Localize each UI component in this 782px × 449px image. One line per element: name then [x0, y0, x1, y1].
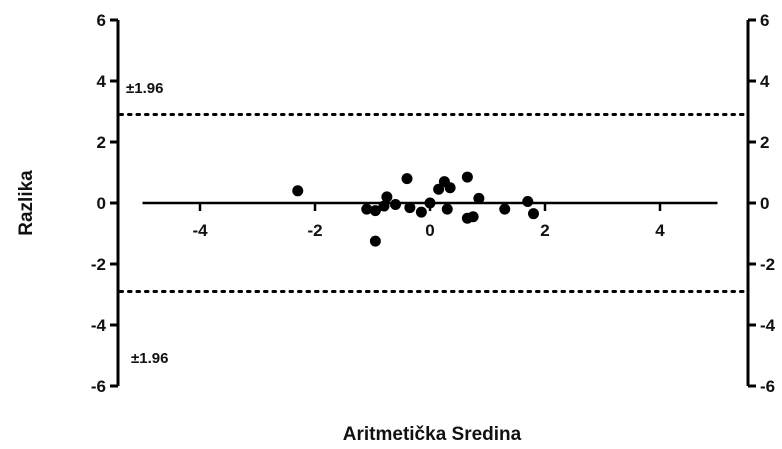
- x-tick-label: 4: [655, 221, 665, 240]
- data-point: [361, 203, 373, 215]
- x-tick-label: 2: [540, 221, 549, 240]
- data-point: [499, 203, 511, 215]
- y-axis-title: Razlika: [16, 170, 37, 236]
- data-point: [441, 203, 453, 215]
- left-y-tick-label: 6: [97, 11, 106, 30]
- data-point: [444, 182, 456, 194]
- data-point: [390, 199, 401, 211]
- data-point: [433, 183, 445, 195]
- right-y-tick-label: 6: [760, 11, 769, 30]
- data-point: [522, 195, 534, 207]
- right-y-tick-label: -6: [760, 377, 775, 396]
- data-point: [369, 205, 381, 217]
- data-point: [461, 171, 473, 183]
- right-y-tick-label: 2: [760, 133, 769, 152]
- lower-limit-label: ±1.96: [131, 350, 168, 367]
- axes-group: -6 -6 -4 -4 -2 -2 0 0 2 2 4 4 6 6 -4 -2 0 2 4: [91, 11, 776, 396]
- left-y-tick-label: 0: [97, 194, 106, 213]
- right-y-tick-label: -4: [760, 316, 776, 335]
- left-y-tick-label: -4: [91, 316, 107, 335]
- data-point: [528, 208, 539, 220]
- data-point: [401, 173, 413, 185]
- left-y-tick-label: -2: [91, 255, 106, 274]
- left-y-tick-label: 4: [97, 72, 107, 91]
- right-y-tick-label: -2: [760, 255, 775, 274]
- data-point: [381, 191, 393, 203]
- upper-limit-label: ±1.96: [126, 80, 163, 97]
- data-point: [369, 235, 381, 247]
- x-axis-title: Aritmetička Sredina: [343, 424, 522, 445]
- data-points-group: [292, 171, 539, 247]
- x-tick-label: -4: [192, 221, 208, 240]
- data-point: [292, 185, 304, 197]
- right-y-tick-label: 4: [760, 72, 770, 91]
- data-point: [404, 202, 416, 214]
- labels-group: Razlika Aritmetička Sredina ±1.96 ±1.96: [16, 80, 522, 445]
- x-tick-label: 0: [425, 221, 434, 240]
- left-y-tick-label: -6: [91, 377, 106, 396]
- right-y-tick-label: 0: [760, 194, 769, 213]
- x-tick-label: -2: [307, 221, 322, 240]
- data-point: [473, 192, 485, 204]
- data-point: [424, 197, 436, 209]
- left-y-tick-label: 2: [97, 133, 106, 152]
- data-point: [415, 206, 427, 218]
- data-point: [378, 200, 390, 212]
- data-point: [467, 211, 479, 223]
